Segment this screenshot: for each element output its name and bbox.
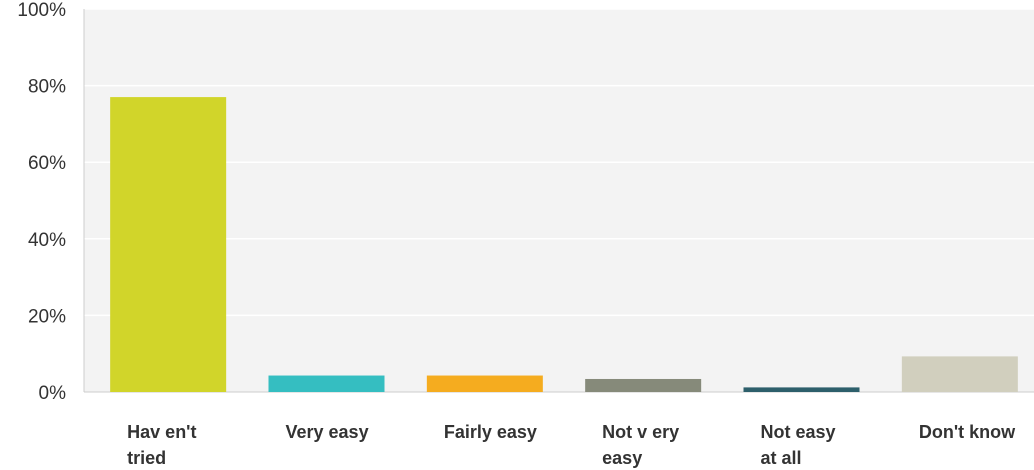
bar: [268, 375, 385, 392]
x-category-label: Not v ery easy: [602, 422, 679, 468]
gridlines: [84, 8, 1034, 317]
bar: [585, 378, 702, 392]
x-category-label: Don't know: [919, 422, 1016, 442]
x-category-label: Very easy: [286, 422, 369, 442]
plot-background: [84, 9, 1034, 392]
y-tick-label: 60%: [28, 153, 66, 174]
y-tick-label: 100%: [17, 0, 66, 21]
bar: [426, 375, 543, 392]
bar: [743, 387, 860, 392]
bar: [901, 356, 1018, 392]
y-tick-label: 80%: [28, 77, 66, 98]
x-category-label: Not easy at all: [761, 422, 836, 468]
x-category-label: Hav en't tried: [127, 422, 196, 468]
y-tick-label: 0%: [39, 383, 67, 404]
y-tick-label: 40%: [28, 230, 66, 251]
y-tick-label: 20%: [28, 306, 66, 327]
y-axis-ticks: 0% 20% 40% 60% 80% 100%: [17, 0, 66, 404]
bars: [110, 97, 1018, 392]
bar: [110, 97, 227, 392]
x-axis-categories: Hav en't tried Very easy Fairly easy Not v e…: [127, 422, 1016, 468]
x-category-label: Fairly easy: [444, 422, 537, 442]
